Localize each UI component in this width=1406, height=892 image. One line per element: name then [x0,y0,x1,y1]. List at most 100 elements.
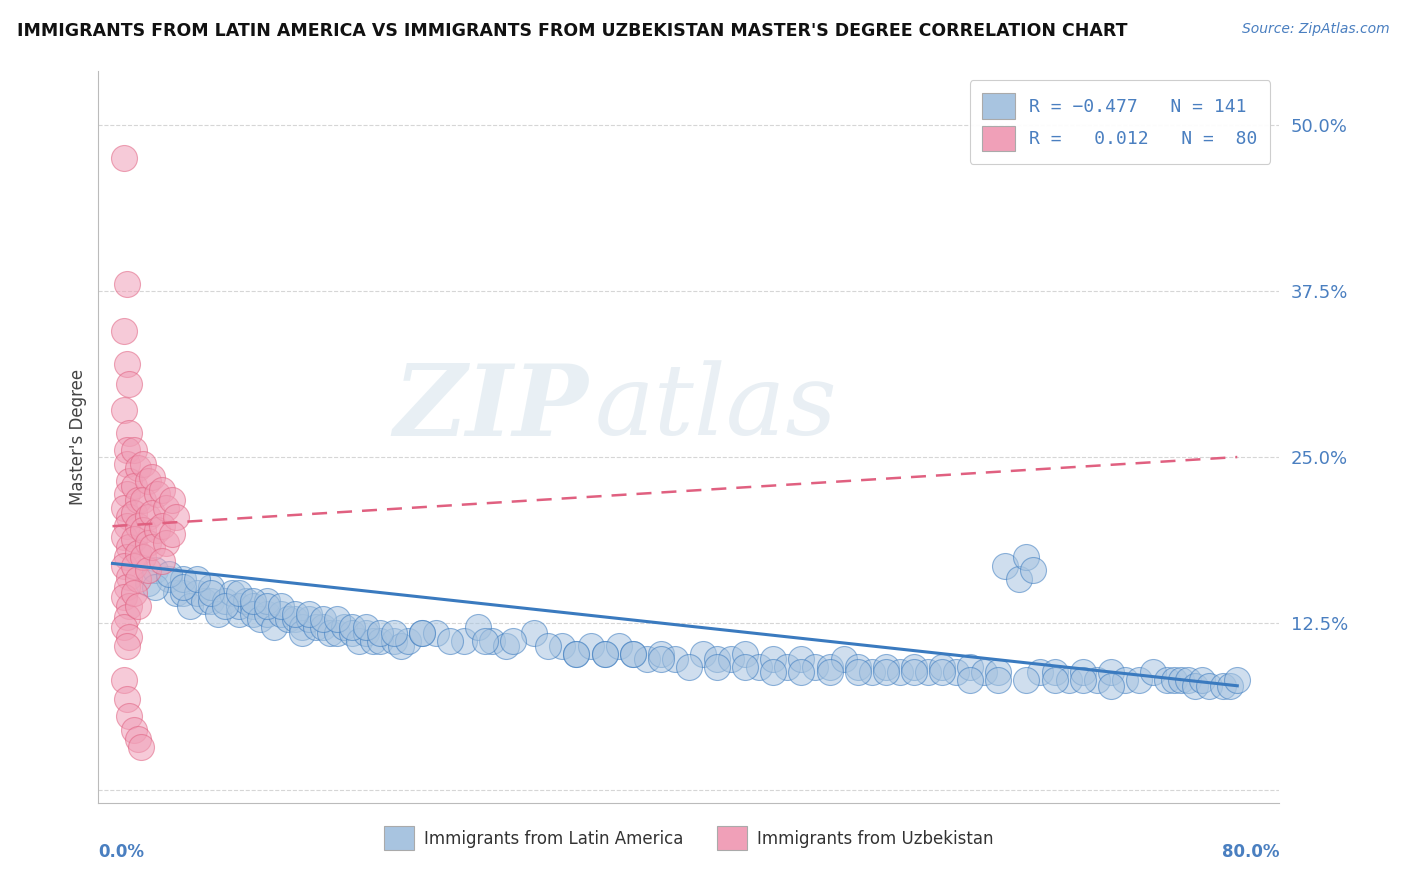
Point [157,567,180,582]
Point [1057,673,1080,688]
Point [987,673,1010,688]
Point [270,599,292,613]
Point [256,607,278,621]
Point [112,500,135,515]
Point [319,625,342,640]
Point [565,647,588,661]
Point [903,660,925,674]
Point [150,483,173,498]
Point [650,647,672,661]
Point [242,607,264,621]
Point [141,506,163,520]
Point [931,665,953,680]
Point [495,639,517,653]
Point [621,647,644,661]
Point [551,639,574,653]
Point [1184,679,1206,693]
Point [776,660,799,674]
Point [298,612,321,626]
Point [228,607,250,621]
Point [132,549,155,564]
Point [305,620,328,634]
Point [1085,673,1108,688]
Point [368,633,391,648]
Point [242,593,264,607]
Point [122,479,145,493]
Point [1212,679,1234,693]
Text: 0.0%: 0.0% [98,843,145,861]
Point [917,665,939,680]
Point [832,652,855,666]
Point [127,460,149,475]
Point [122,533,145,547]
Point [136,536,159,550]
Point [1191,673,1213,688]
Point [1008,573,1031,587]
Point [118,541,141,555]
Point [136,563,159,577]
Point [474,633,496,648]
Point [249,612,271,626]
Point [127,492,149,507]
Point [706,652,728,666]
Point [361,633,384,648]
Point [115,487,138,501]
Point [1099,665,1122,680]
Point [1015,673,1038,688]
Point [748,660,770,674]
Point [157,573,180,587]
Point [115,580,138,594]
Point [945,665,967,680]
Point [160,492,183,507]
Point [127,573,149,587]
Point [143,580,166,594]
Point [118,630,141,644]
Point [141,470,163,484]
Point [425,625,447,640]
Point [127,546,149,560]
Text: Source: ZipAtlas.com: Source: ZipAtlas.com [1241,22,1389,37]
Y-axis label: Master's Degree: Master's Degree [69,369,87,505]
Point [579,639,602,653]
Point [186,585,208,599]
Point [214,593,236,607]
Point [214,599,236,613]
Point [291,620,314,634]
Point [129,739,152,754]
Point [150,519,173,533]
Point [193,593,215,607]
Point [122,723,145,737]
Point [312,612,335,626]
Point [1114,673,1136,688]
Point [889,665,911,680]
Point [291,625,314,640]
Point [112,673,135,688]
Point [973,665,995,680]
Point [607,639,630,653]
Point [127,731,149,746]
Point [734,660,756,674]
Point [818,665,841,680]
Point [664,652,686,666]
Point [112,403,135,417]
Point [650,652,672,666]
Point [411,625,433,640]
Point [256,593,278,607]
Point [593,647,616,661]
Point [235,593,257,607]
Point [523,625,546,640]
Point [1170,673,1192,688]
Point [112,530,135,544]
Point [818,660,841,674]
Point [1142,665,1164,680]
Point [340,620,363,634]
Point [179,599,201,613]
Point [146,487,169,501]
Point [860,665,883,680]
Point [284,612,307,626]
Point [720,652,742,666]
Point [347,633,370,648]
Point [263,620,285,634]
Point [122,506,145,520]
Legend: Immigrants from Latin America, Immigrants from Uzbekistan: Immigrants from Latin America, Immigrant… [378,820,1000,856]
